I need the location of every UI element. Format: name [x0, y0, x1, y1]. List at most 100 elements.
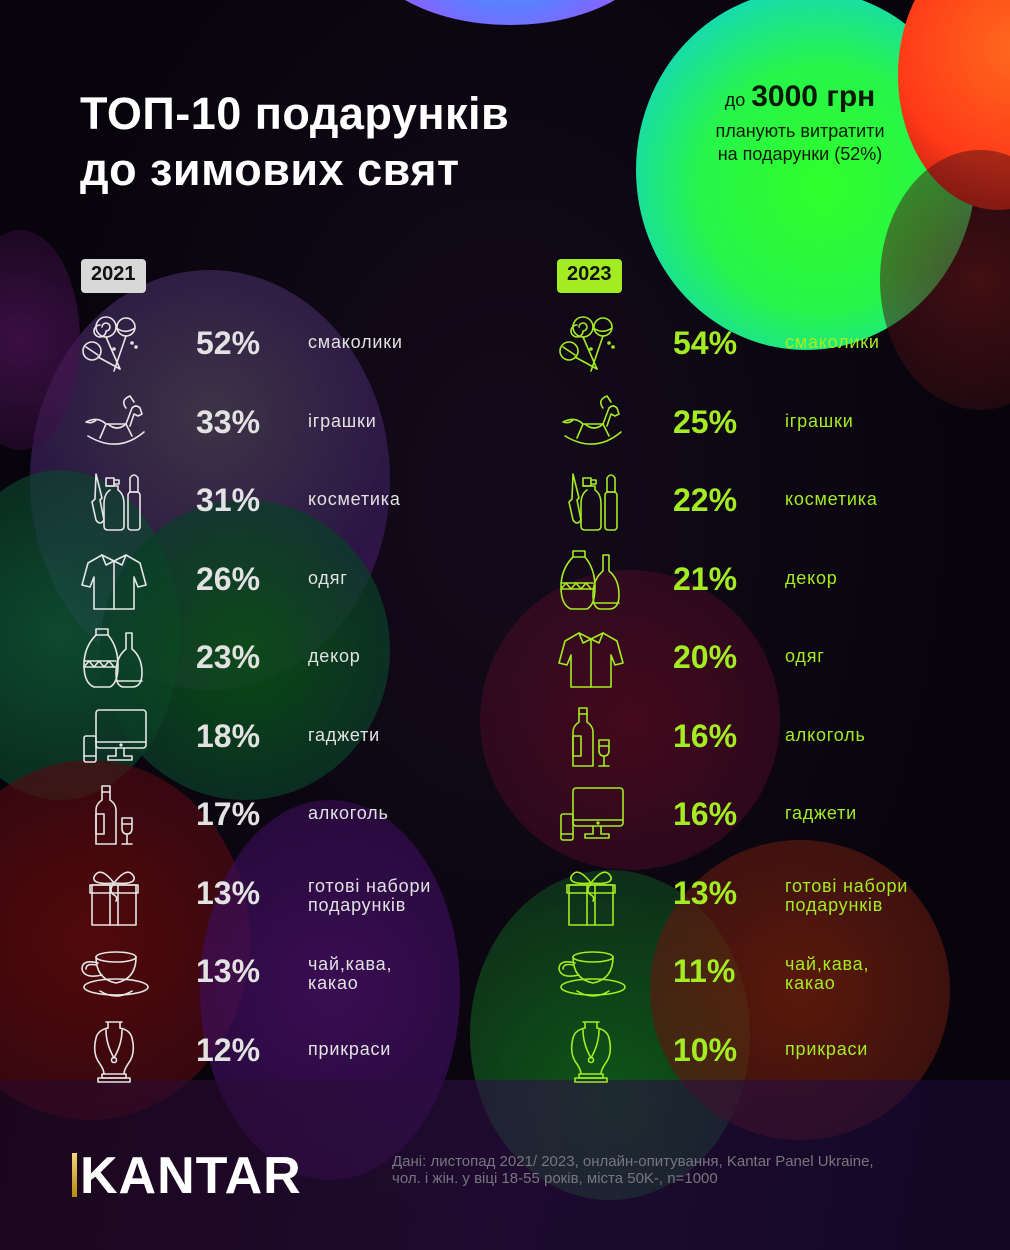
year-badge-2023: 2023 — [557, 259, 622, 293]
percentage-value: 25% — [673, 403, 738, 440]
gift-row: 25% іграшки — [553, 384, 993, 463]
candy-icon — [553, 313, 629, 377]
cosmetics-icon — [76, 470, 152, 534]
callout-amount: 3000 грн — [751, 80, 876, 113]
gift-row: 10% прикраси — [553, 1012, 993, 1091]
percentage-value: 13% — [673, 874, 738, 911]
percentage-value: 21% — [673, 560, 738, 597]
teacup-icon — [553, 941, 629, 1005]
gift-row: 22% косметика — [553, 462, 993, 541]
gift-row: 17% алкоголь — [76, 776, 516, 855]
category-label: прикраси — [308, 1038, 392, 1059]
category-label: чай,кава, какао — [308, 954, 393, 993]
gift-row: 16% алкоголь — [553, 698, 993, 777]
source-note: Дані: листопад 2021/ 2023, онлайн-опитув… — [392, 1153, 952, 1187]
percentage-value: 18% — [196, 717, 261, 754]
category-label: готові набори подарунків — [308, 875, 432, 915]
page-title: ТОП-10 подарунків до зимових свят — [80, 86, 509, 198]
percentage-value: 16% — [673, 796, 738, 832]
cosmetics-icon — [553, 470, 629, 534]
vases-icon — [553, 549, 629, 613]
percentage-value: 33% — [196, 403, 261, 440]
title-line-2: до зимових свят — [80, 144, 460, 195]
category-label: одяг — [785, 646, 825, 666]
rocking-horse-icon — [76, 392, 152, 456]
percentage-value: 13% — [196, 953, 261, 989]
gift-row: 20% одяг — [553, 619, 993, 698]
shirt-icon — [76, 549, 152, 613]
percentage-value: 54% — [673, 325, 738, 361]
gadgets-icon — [553, 784, 629, 848]
category-label: косметика — [308, 489, 401, 509]
source-line-1: Дані: листопад 2021/ 2023, онлайн-опитув… — [392, 1153, 874, 1170]
category-label: косметика — [785, 489, 878, 509]
teacup-icon — [76, 941, 152, 1005]
percentage-value: 20% — [673, 639, 738, 675]
category-label: одяг — [308, 567, 348, 588]
gift-box-icon — [76, 863, 152, 927]
callout-prefix: до — [724, 90, 746, 110]
necklace-icon — [553, 1020, 629, 1084]
vases-icon — [76, 627, 152, 691]
gift-row: 16% гаджети — [553, 776, 993, 855]
column-2023: 54% смаколики 25% іграшки 22% косметика 21% дек… — [553, 305, 993, 1090]
category-label: готові набори подарунків — [785, 875, 909, 915]
gift-row: 33% іграшки — [76, 384, 516, 463]
callout-line-2: на подарунки (52%) — [717, 144, 883, 164]
bg-orb — [100, 500, 390, 800]
year-badge-2021: 2021 — [81, 259, 146, 293]
percentage-value: 31% — [196, 482, 261, 518]
category-label: гаджети — [785, 803, 858, 823]
logo-text: KANTAR — [80, 1147, 302, 1205]
percentage-value: 52% — [196, 325, 261, 361]
category-label: алкоголь — [785, 724, 866, 745]
percentage-value: 12% — [196, 1031, 261, 1068]
category-label: алкоголь — [308, 803, 389, 823]
category-label: іграшки — [785, 410, 854, 431]
category-label: декор — [785, 567, 838, 588]
percentage-value: 10% — [673, 1031, 738, 1068]
percentage-value: 13% — [196, 874, 261, 911]
gift-row: 23% декор — [76, 619, 516, 698]
title-line-1: ТОП-10 подарунків — [80, 88, 510, 139]
category-label: іграшки — [308, 410, 377, 431]
percentage-value: 22% — [673, 482, 738, 518]
wine-icon — [553, 706, 629, 770]
wine-icon — [76, 784, 152, 848]
percentage-value: 16% — [673, 717, 738, 754]
gift-row: 11% чай,кава, какао — [553, 933, 993, 1012]
gift-row: 31% косметика — [76, 462, 516, 541]
kantar-logo: KANTAR — [72, 1146, 302, 1206]
bg-orb — [360, 0, 660, 25]
gift-row: 21% декор — [553, 541, 993, 620]
category-label: прикраси — [785, 1038, 869, 1059]
shirt-icon — [553, 627, 629, 691]
candy-icon — [76, 313, 152, 377]
logo-gold-bar — [72, 1153, 77, 1197]
category-label: чай,кава, какао — [785, 954, 870, 993]
category-label: смаколики — [785, 332, 880, 352]
rocking-horse-icon — [553, 392, 629, 456]
percentage-value: 17% — [196, 796, 261, 832]
gift-row: 13% готові набори подарунків — [553, 855, 993, 934]
gift-row: 54% смаколики — [553, 305, 993, 384]
percentage-value: 26% — [196, 560, 261, 597]
bg-orb — [0, 1080, 1010, 1250]
category-label: декор — [308, 646, 361, 666]
gift-row: 18% гаджети — [76, 698, 516, 777]
gift-row: 12% прикраси — [76, 1012, 516, 1091]
percentage-value: 11% — [673, 953, 736, 989]
gadgets-icon — [76, 706, 152, 770]
gift-box-icon — [553, 863, 629, 927]
budget-callout: до 3000 грн планують витратити на подарун… — [670, 80, 930, 166]
source-line-2: чол. і жін. у віці 18-55 років, міста 50… — [392, 1170, 718, 1187]
gift-row: 13% чай,кава, какао — [76, 933, 516, 1012]
gift-row: 52% смаколики — [76, 305, 516, 384]
bg-orb — [480, 570, 780, 870]
necklace-icon — [76, 1020, 152, 1084]
category-label: гаджети — [308, 724, 381, 745]
callout-line-1: планують витратити — [715, 121, 885, 141]
gift-row: 13% готові набори подарунків — [76, 855, 516, 934]
category-label: смаколики — [308, 332, 403, 352]
